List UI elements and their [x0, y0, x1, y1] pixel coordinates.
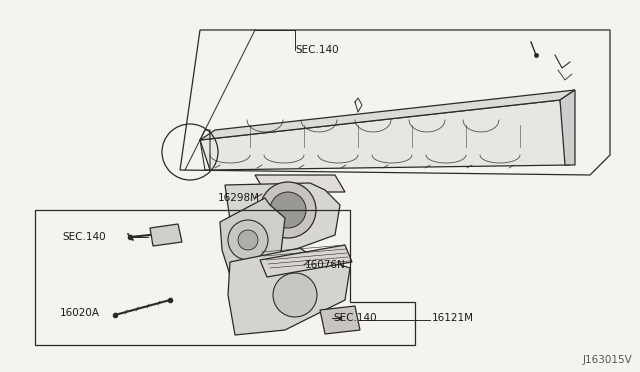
Text: J163015V: J163015V: [582, 355, 632, 365]
Polygon shape: [225, 183, 340, 255]
Polygon shape: [255, 175, 345, 192]
Circle shape: [228, 220, 268, 260]
Text: 16121M: 16121M: [432, 313, 474, 323]
Text: SEC.140: SEC.140: [295, 45, 339, 55]
Text: 16020A: 16020A: [60, 308, 100, 318]
Polygon shape: [228, 248, 350, 335]
Text: 16298M: 16298M: [218, 193, 260, 203]
Polygon shape: [260, 245, 352, 277]
Polygon shape: [320, 306, 360, 334]
Polygon shape: [200, 90, 575, 140]
Text: 16076N: 16076N: [305, 260, 346, 270]
Polygon shape: [150, 224, 182, 246]
Text: SEC.140: SEC.140: [62, 232, 106, 242]
Circle shape: [260, 182, 316, 238]
Polygon shape: [220, 198, 285, 275]
Polygon shape: [560, 90, 575, 165]
Circle shape: [238, 230, 258, 250]
Text: SEC.140: SEC.140: [333, 313, 376, 323]
Polygon shape: [200, 100, 570, 170]
Circle shape: [273, 273, 317, 317]
Circle shape: [270, 192, 306, 228]
